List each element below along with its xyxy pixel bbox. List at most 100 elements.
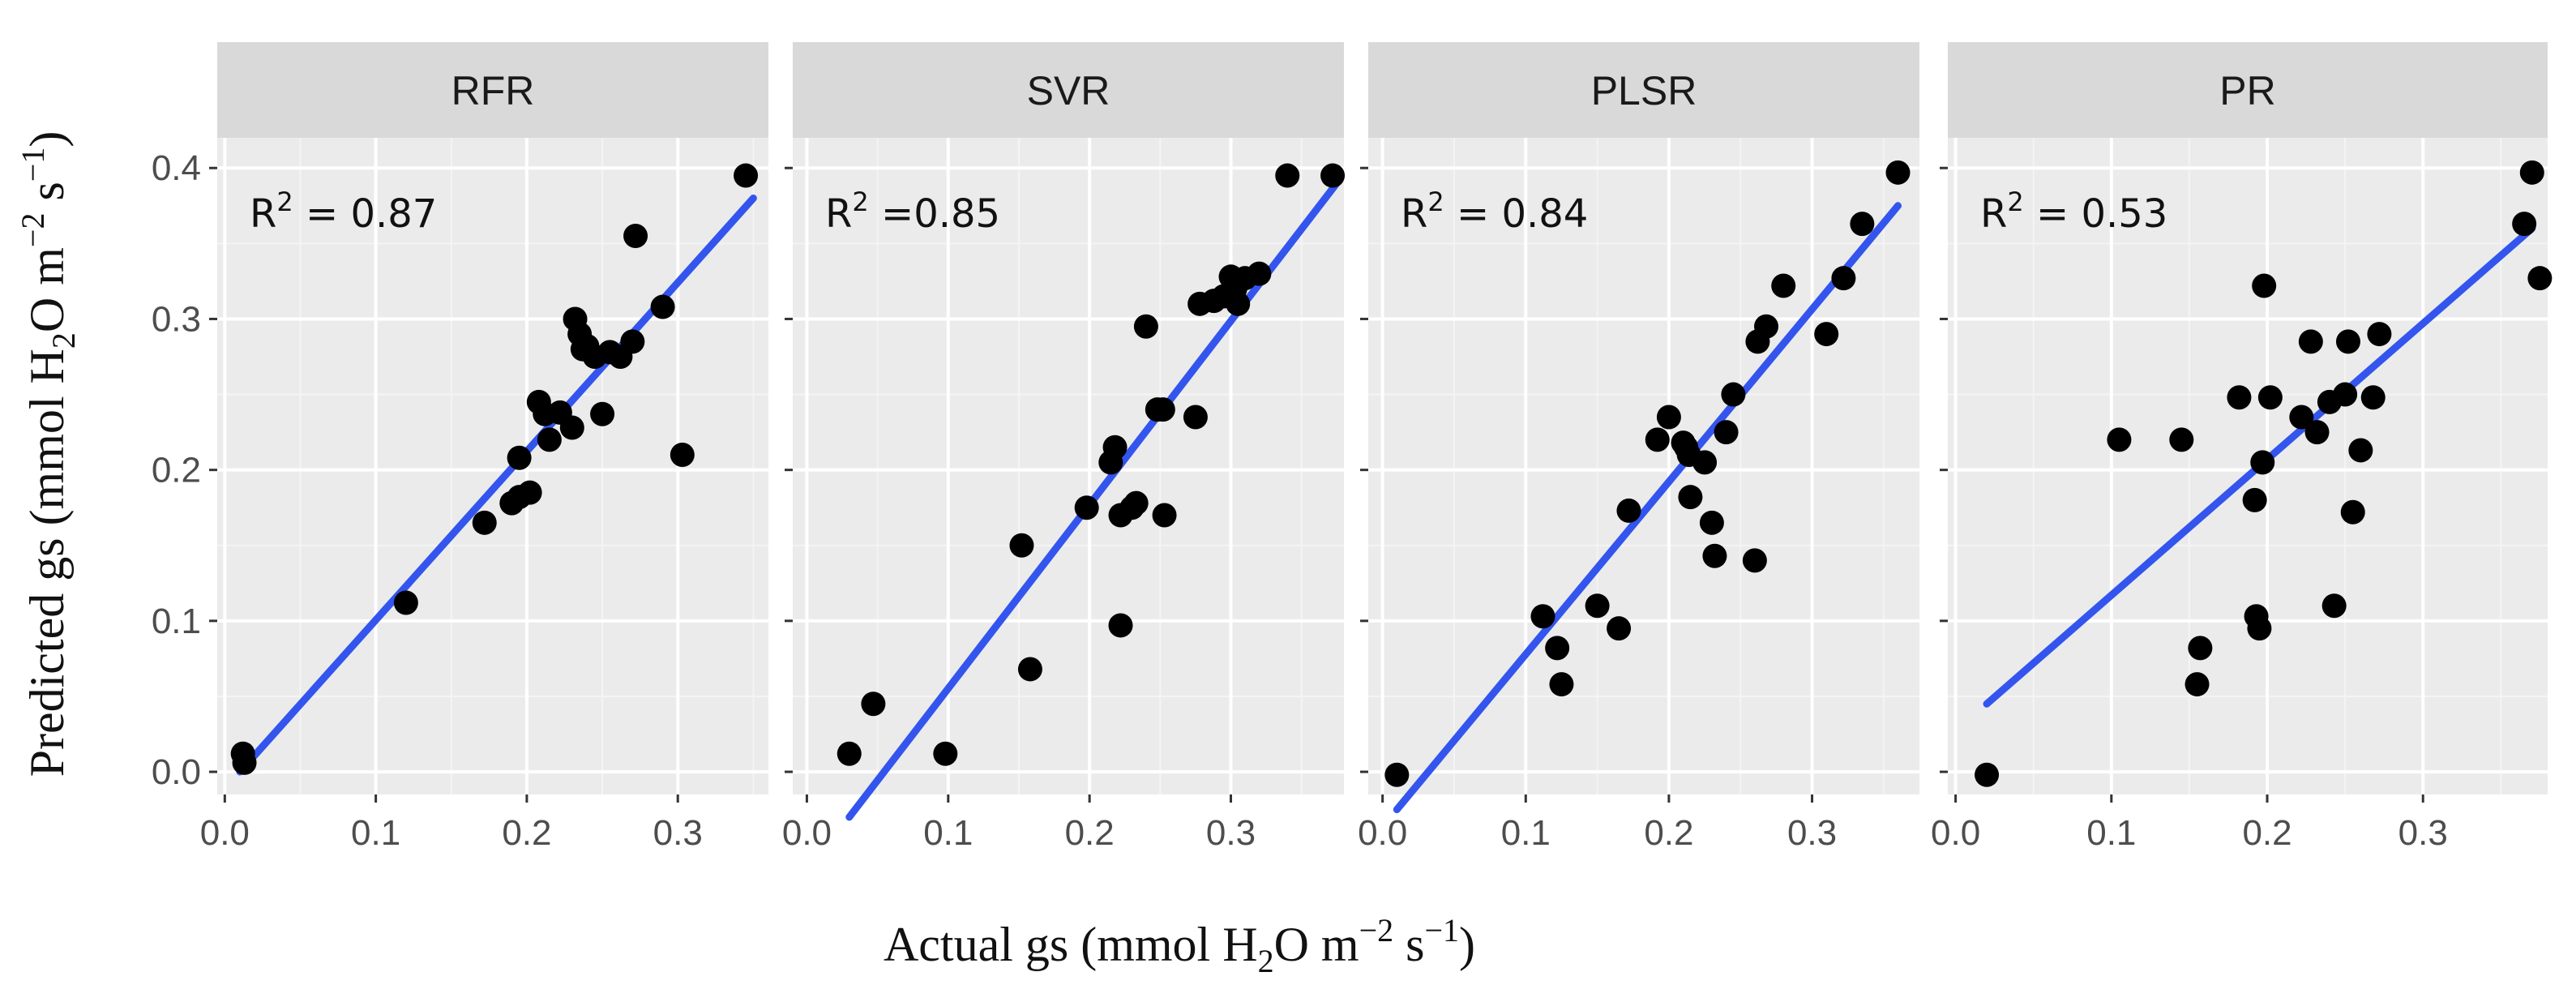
- data-point: [1226, 291, 1251, 316]
- data-point: [1771, 273, 1796, 298]
- data-point: [1102, 435, 1128, 460]
- data-point: [2298, 329, 2323, 354]
- panel-title-plsr: PLSR: [1591, 68, 1697, 113]
- data-point: [517, 480, 542, 505]
- x-tick-label: 0.2: [1644, 813, 1693, 853]
- panel-pr: PR 0.0 0.1 0.2 0.3 R2 = 0.53: [1931, 42, 2552, 853]
- panel-background-plsr: [1368, 138, 1919, 794]
- x-tick-label: 0.1: [923, 813, 973, 853]
- data-point: [2188, 636, 2213, 661]
- panel-plsr: PLSR 0.0 0.1 0.2 0.3 R2 = 0.84: [1358, 42, 1919, 853]
- data-point: [1320, 163, 1346, 188]
- data-point: [1009, 533, 1034, 558]
- data-point: [837, 741, 862, 766]
- r2-annotation-plsr: R2 = 0.84: [1401, 186, 1588, 237]
- y-axis-label-superscript1: −2: [15, 213, 51, 248]
- panel-background-svr: [793, 138, 1344, 794]
- data-point: [2304, 420, 2330, 445]
- panel-background-pr: [1948, 138, 2548, 794]
- x-axis-label-mid2: s: [1393, 918, 1424, 971]
- x-axis-label-subscript: 2: [1258, 943, 1274, 979]
- x-tick-label: 0.1: [351, 813, 400, 853]
- y-axis-label-superscript2: −1: [15, 148, 51, 182]
- x-axis-label-mid1: O m: [1274, 918, 1359, 971]
- r2-symbol: R: [250, 191, 276, 237]
- x-tick-label: 0.1: [2086, 813, 2136, 853]
- r2-value: = 0.87: [293, 191, 438, 237]
- data-point: [393, 590, 418, 615]
- r2-annotation-rfr: R2 = 0.87: [250, 186, 437, 237]
- data-point: [1183, 405, 1208, 430]
- r2-value: = 0.53: [2024, 191, 2168, 237]
- data-point: [1123, 490, 1149, 516]
- y-axis-label-subscript: 2: [45, 332, 82, 349]
- data-point: [1754, 314, 1779, 339]
- data-point: [2519, 160, 2544, 185]
- data-point: [1885, 160, 1911, 185]
- panel-strip-pr: [1948, 42, 2548, 138]
- data-point: [1645, 427, 1670, 452]
- data-point: [1742, 548, 1767, 573]
- data-point: [2367, 322, 2392, 347]
- data-point: [1678, 485, 1703, 510]
- data-point: [734, 163, 759, 188]
- r2-superscript: 2: [276, 186, 293, 217]
- x-axis-label-suffix: ): [1459, 918, 1475, 971]
- data-point: [933, 741, 958, 766]
- data-point: [2512, 212, 2537, 237]
- panel-title-rfr: RFR: [451, 68, 535, 113]
- panel-strip-plsr: [1368, 42, 1919, 138]
- x-axis-label-superscript2: −1: [1424, 912, 1459, 948]
- y-axis-label-prefix: Predicted gs (mmol H: [20, 349, 74, 777]
- data-point: [2107, 427, 2132, 452]
- y-tick-label: 0.3: [152, 299, 201, 339]
- data-point: [1607, 616, 1632, 641]
- r2-annotation-pr: R2 = 0.53: [1980, 186, 2167, 237]
- data-point: [1275, 163, 1300, 188]
- x-tick-label: 0.0: [1931, 813, 1980, 853]
- panel-strip-svr: [793, 42, 1344, 138]
- data-point: [232, 750, 257, 775]
- data-point: [2184, 672, 2210, 697]
- r2-superscript: 2: [2007, 186, 2023, 217]
- data-point: [2169, 427, 2194, 452]
- x-axis-label: Actual gs (mmol H2O m−2 s−1): [884, 912, 1475, 979]
- x-tick-label: 0.2: [2242, 813, 2291, 853]
- data-point: [1814, 322, 1839, 347]
- data-point: [2252, 273, 2277, 298]
- x-tick-label: 0.3: [1787, 813, 1837, 853]
- x-tick-label: 0.2: [502, 813, 551, 853]
- r2-value: =0.85: [869, 191, 1000, 237]
- data-point: [1656, 405, 1681, 430]
- data-point: [2257, 385, 2283, 410]
- r2-symbol: R: [825, 191, 852, 237]
- fit-line-plsr: [1393, 202, 1902, 814]
- data-point: [2321, 593, 2347, 619]
- data-point: [2250, 450, 2275, 475]
- data-point: [1530, 604, 1555, 629]
- x-axis-label-prefix: Actual gs (mmol H: [884, 918, 1258, 971]
- data-point: [2289, 405, 2314, 430]
- x-tick-label: 0.2: [1065, 813, 1115, 853]
- data-point: [2335, 329, 2360, 354]
- x-tick-label: 0.3: [1206, 813, 1256, 853]
- panel-svr: SVR 0.0 0.1 0.2 0.3 R2 =0.85: [782, 42, 1346, 853]
- y-tick-label: 0.4: [152, 148, 201, 188]
- r2-symbol: R: [1401, 191, 1427, 237]
- data-point: [1692, 450, 1718, 475]
- data-point: [1831, 266, 1856, 291]
- panel-rfr: RFR 0.0 0.1 0.2 0.3 0.0 0.1 0.2 0.3 0.4 R2 = 0.87: [152, 42, 768, 853]
- x-tick-label: 0.0: [200, 813, 250, 853]
- panel-title-pr: PR: [2219, 68, 2275, 113]
- data-point: [1545, 636, 1570, 661]
- data-point: [1074, 495, 1099, 520]
- data-point: [1017, 657, 1042, 682]
- data-point: [623, 224, 648, 249]
- data-point: [1247, 261, 1272, 286]
- x-axis-label-superscript1: −2: [1359, 912, 1394, 948]
- data-point: [1150, 397, 1175, 422]
- r2-superscript: 2: [1427, 186, 1444, 217]
- y-axis-label-suffix: ): [20, 131, 74, 148]
- data-point: [1850, 212, 1875, 237]
- x-tick-label: 0.0: [1358, 813, 1407, 853]
